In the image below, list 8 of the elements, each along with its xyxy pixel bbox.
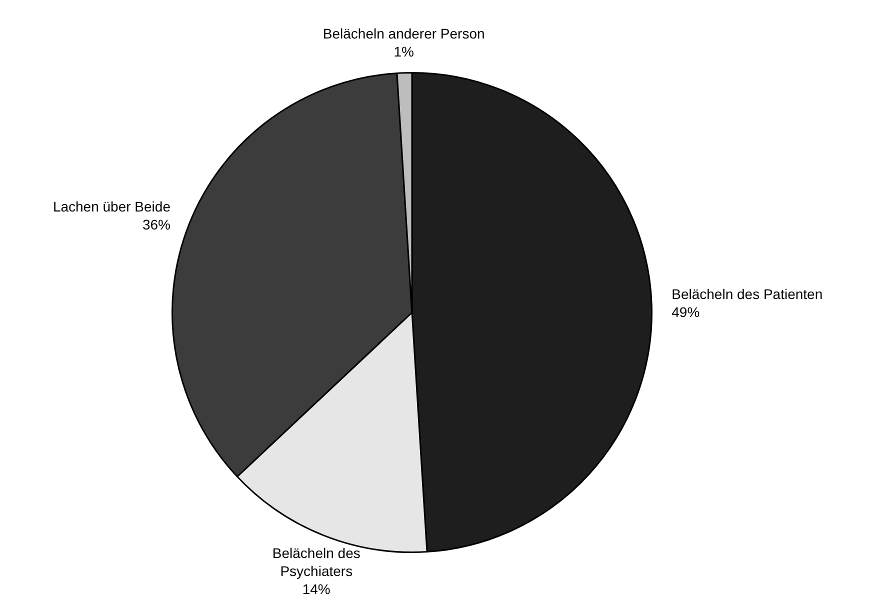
slice-label: Lachen über Beide xyxy=(52,198,171,215)
slice-label: Belächeln anderer Person xyxy=(322,26,485,42)
data-label: 1% xyxy=(394,44,414,60)
data-label: 14% xyxy=(302,580,330,597)
data-label: 49% xyxy=(672,304,700,320)
slice-label: Belächeln des Psychiaters xyxy=(272,544,360,579)
slice-label: Belächeln des Patienten xyxy=(672,286,823,302)
data-label: 36% xyxy=(142,216,170,233)
